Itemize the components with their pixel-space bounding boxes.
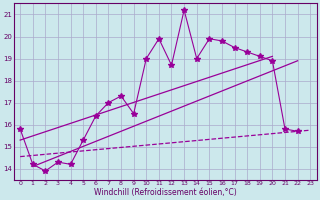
X-axis label: Windchill (Refroidissement éolien,°C): Windchill (Refroidissement éolien,°C) [94, 188, 236, 197]
